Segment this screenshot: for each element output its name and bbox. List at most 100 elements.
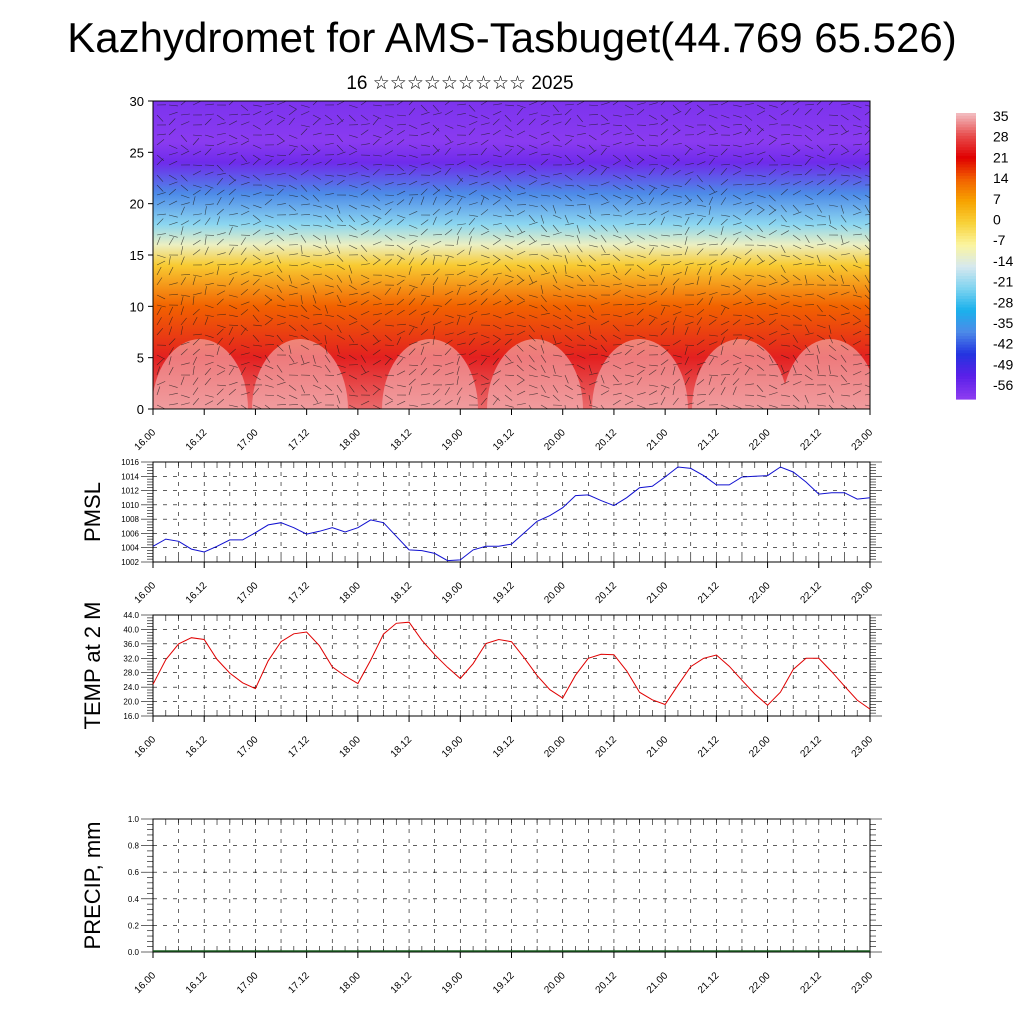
colorbar-swatch — [956, 367, 976, 371]
colorbar-label: 0 — [993, 212, 1001, 228]
temp-y-tick-label: 24.0 — [123, 683, 139, 692]
pmsl-x-tick-label: 19.00 — [440, 580, 466, 606]
colorbar-swatch — [956, 364, 976, 369]
colorbar-swatch — [956, 347, 976, 351]
profile-x-tick-label: 20.00 — [542, 427, 568, 453]
colorbar-label: -49 — [993, 356, 1013, 372]
colorbar-swatch — [956, 384, 976, 389]
temp-x-tick-label: 22.12 — [798, 734, 824, 760]
colorbar-swatch — [956, 304, 976, 309]
colorbar-swatch — [956, 313, 976, 317]
colorbar-swatch — [956, 253, 976, 257]
colorbar-swatch — [956, 298, 976, 303]
profile-x-tick-label: 23.00 — [850, 427, 876, 453]
colorbar-swatch — [956, 147, 976, 151]
pmsl-x-tick-label: 18.00 — [338, 580, 364, 606]
colorbar-swatch — [956, 396, 976, 400]
profile-y-tick-label: 20 — [130, 197, 144, 212]
colorbar-swatch — [956, 213, 976, 217]
colorbar-swatch — [956, 224, 976, 228]
wind-barbs — [156, 101, 870, 409]
precip-ylabel: PRECIP, mm — [80, 822, 105, 950]
colorbar-swatch — [956, 376, 976, 380]
pmsl-x-tick-label: 21.12 — [696, 580, 722, 606]
colorbar-swatch — [956, 316, 976, 320]
colorbar-label: 7 — [993, 191, 1001, 207]
pmsl-y-tick-label: 1014 — [121, 472, 139, 481]
colorbar-swatch — [956, 273, 976, 277]
colorbar-swatch — [956, 393, 976, 397]
colorbar-swatch — [956, 324, 976, 329]
precip-y-tick-label: 0.2 — [128, 921, 140, 930]
temp-x-tick-label: 16.12 — [184, 734, 210, 760]
colorbar-swatch — [956, 164, 976, 168]
colorbar-swatch — [956, 118, 976, 123]
colorbar-swatch — [956, 135, 976, 140]
colorbar-swatch — [956, 167, 976, 171]
temperature-profile-panel: 0 5 10 15 20 25 30 16.00 16.12 17.00 17.12 18.00 18.… — [130, 94, 876, 453]
colorbar-swatch — [956, 378, 976, 383]
colorbar-swatch — [956, 264, 976, 269]
pmsl-ylabel: PMSL — [80, 482, 105, 542]
profile-y-tick-label: 30 — [130, 94, 144, 109]
colorbar-swatch — [956, 170, 976, 174]
precip-x-tick-label: 18.12 — [389, 970, 415, 996]
pmsl-x-tick-label: 18.12 — [389, 580, 415, 606]
pmsl-x-tick-label: 22.12 — [798, 580, 824, 606]
chart-title: Kazhydromet for AMS-Tasbuget(44.769 65.5… — [67, 14, 957, 61]
profile-x-tick-label: 19.12 — [491, 427, 517, 453]
colorbar-swatch — [956, 178, 976, 183]
pmsl-x-tick-label: 16.12 — [184, 580, 210, 606]
colorbar-swatch — [956, 218, 976, 223]
colorbar-swatch — [956, 133, 976, 137]
pmsl-panel: 1002 1004 1006 1008 1010 1012 1014 1016 PMSL 16.0… — [80, 458, 882, 606]
colorbar-swatch — [956, 370, 976, 374]
colorbar-swatch — [956, 247, 976, 251]
profile-y-tick-label: 15 — [130, 248, 144, 263]
colorbar-label: -42 — [993, 336, 1013, 352]
colorbar-swatch — [956, 238, 976, 243]
colorbar-swatch — [956, 341, 976, 346]
colorbar-label: 28 — [993, 129, 1009, 145]
colorbar-swatch — [956, 310, 976, 314]
colorbar-swatch — [956, 173, 976, 177]
pmsl-x-tick-label: 23.00 — [850, 580, 876, 606]
precip-x-tick-label: 20.00 — [542, 970, 568, 996]
colorbar-swatch — [956, 195, 976, 200]
precip-x-tick-label: 20.12 — [594, 970, 620, 996]
colorbar-swatch — [956, 350, 976, 354]
temp-x-tick-label: 18.12 — [389, 734, 415, 760]
colorbar-swatch — [956, 207, 976, 211]
profile-surface-high — [782, 339, 870, 409]
temp-ylabel: TEMP at 2 M — [80, 602, 105, 730]
pmsl-x-tick-label: 19.12 — [491, 580, 517, 606]
pmsl-y-tick-label: 1004 — [121, 544, 139, 553]
precip-x-tick-label: 16.12 — [184, 970, 210, 996]
temp-x-tick-label: 20.00 — [542, 734, 568, 760]
temp-y-tick-label: 36.0 — [123, 640, 139, 649]
temp-x-tick-label: 21.00 — [645, 734, 671, 760]
profile-surface-high — [252, 339, 348, 409]
profile-surface-high — [382, 339, 478, 409]
colorbar-swatch — [956, 175, 976, 180]
precip-x-tick-label: 17.00 — [235, 970, 261, 996]
colorbar-swatch — [956, 353, 976, 357]
colorbar-swatch — [956, 141, 976, 146]
colorbar-swatch — [956, 150, 976, 154]
colorbar-swatch — [956, 270, 976, 274]
temp-x-tick-label: 17.00 — [235, 734, 261, 760]
precip-y-tick-label: 0.6 — [128, 868, 140, 877]
profile-surface-high — [153, 339, 248, 409]
pmsl-y-tick-label: 1006 — [121, 529, 139, 538]
colorbar-swatch — [956, 204, 976, 208]
colorbar-swatch — [956, 184, 976, 188]
temp-x-tick-label: 21.12 — [696, 734, 722, 760]
profile-x-tick-label: 18.00 — [338, 427, 364, 453]
colorbar-label: -35 — [993, 315, 1013, 331]
colorbar-label: -21 — [993, 274, 1013, 290]
colorbar-swatch — [956, 276, 976, 280]
colorbar-swatch — [956, 155, 976, 160]
colorbar-swatch — [956, 227, 976, 231]
profile-x-tick-label: 22.00 — [747, 427, 773, 453]
